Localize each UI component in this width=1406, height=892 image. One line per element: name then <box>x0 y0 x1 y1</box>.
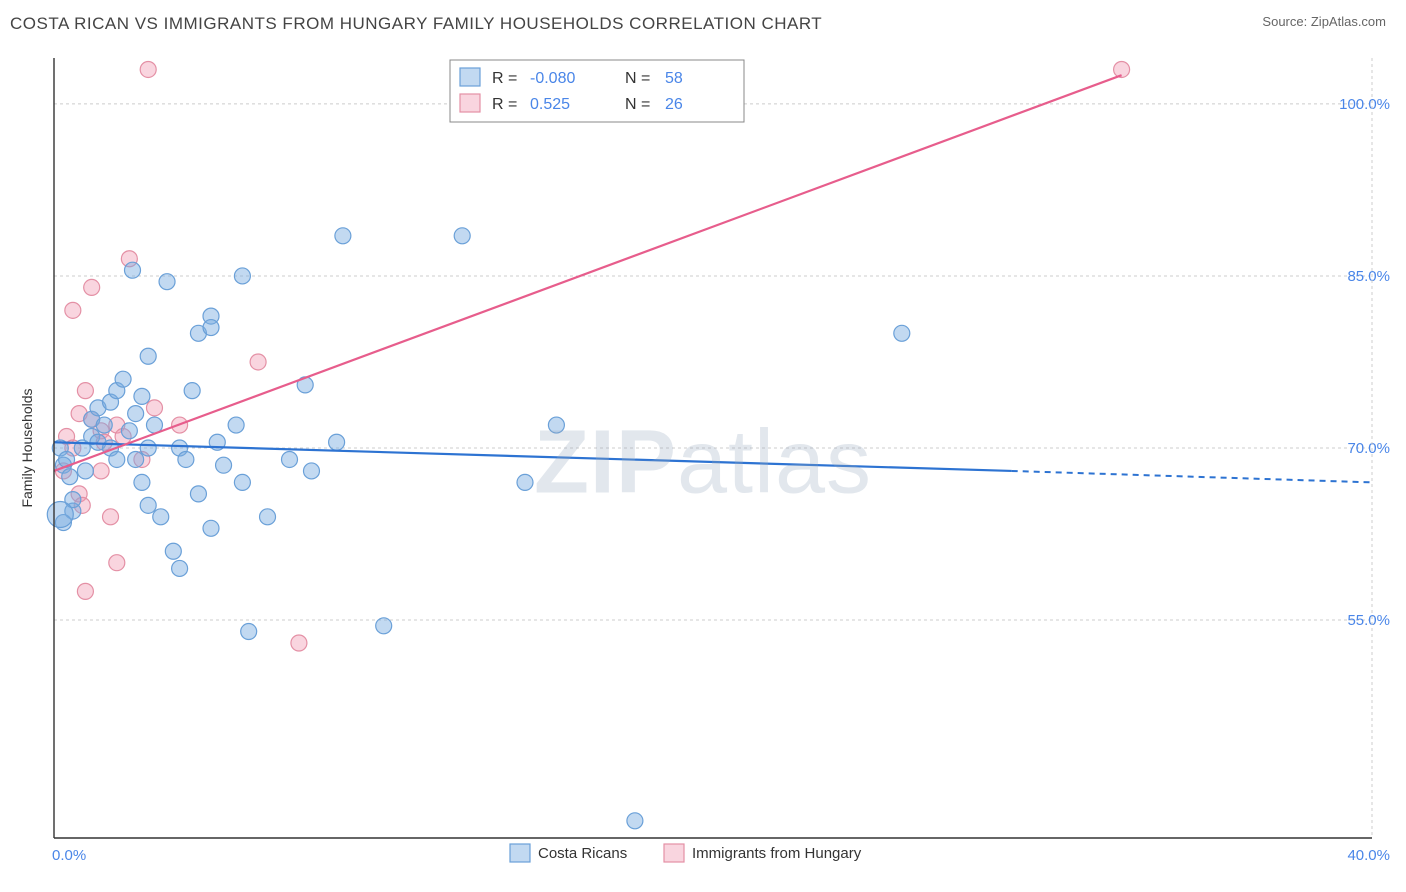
legend-n-value: 26 <box>665 96 683 113</box>
data-point <box>234 474 250 490</box>
data-point <box>184 383 200 399</box>
data-point <box>109 555 125 571</box>
data-point <box>140 497 156 513</box>
y-tick-label: 70.0% <box>1347 440 1390 457</box>
data-point <box>140 440 156 456</box>
x-tick-label: 40.0% <box>1347 847 1390 864</box>
data-point <box>96 417 112 433</box>
data-point <box>159 274 175 290</box>
legend-label: Costa Ricans <box>538 845 627 862</box>
data-point <box>65 302 81 318</box>
data-point <box>172 560 188 576</box>
legend-swatch <box>510 844 530 862</box>
data-point <box>146 400 162 416</box>
trend-line-dash <box>1012 471 1373 482</box>
data-point <box>548 417 564 433</box>
legend-r-value: -0.080 <box>530 70 575 87</box>
data-point <box>303 463 319 479</box>
data-point <box>115 371 131 387</box>
y-tick-label: 100.0% <box>1339 96 1390 113</box>
data-point <box>335 228 351 244</box>
data-point <box>250 354 266 370</box>
data-point <box>329 434 345 450</box>
legend-label: Immigrants from Hungary <box>692 845 862 862</box>
data-point <box>234 268 250 284</box>
legend-n-value: 58 <box>665 70 683 87</box>
data-point <box>134 388 150 404</box>
legend-n-label: N = <box>625 96 650 113</box>
data-point <box>125 262 141 278</box>
legend-r-label: R = <box>492 70 517 87</box>
legend-n-label: N = <box>625 70 650 87</box>
data-point <box>140 348 156 364</box>
data-point <box>282 451 298 467</box>
data-point <box>216 457 232 473</box>
data-point <box>1114 61 1130 77</box>
scatter-chart: 55.0% 70.0% 85.0% 100.0% Family Households 0.… <box>10 48 1396 878</box>
data-point <box>376 618 392 634</box>
chart-container: ZIPatlas 55.0%70.0%85.0%100.0%Family Hou… <box>10 48 1396 878</box>
data-point <box>627 813 643 829</box>
data-point <box>121 423 137 439</box>
y-tick-label: 85.0% <box>1347 268 1390 285</box>
data-point <box>84 279 100 295</box>
data-point <box>77 583 93 599</box>
legend-r-value: 0.525 <box>530 96 570 113</box>
data-point <box>260 509 276 525</box>
y-tick-label: 55.0% <box>1347 612 1390 629</box>
legend-swatch <box>460 94 480 112</box>
data-point <box>47 502 73 528</box>
source-link[interactable]: ZipAtlas.com <box>1311 14 1386 29</box>
data-point <box>203 520 219 536</box>
data-point <box>241 624 257 640</box>
data-point <box>190 486 206 502</box>
data-point <box>517 474 533 490</box>
data-point <box>228 417 244 433</box>
legend-swatch <box>460 68 480 86</box>
x-tick-label: 0.0% <box>52 847 86 864</box>
data-point <box>178 451 194 467</box>
data-point <box>128 406 144 422</box>
data-point <box>109 451 125 467</box>
legend-r-label: R = <box>492 96 517 113</box>
data-point <box>128 451 144 467</box>
data-point <box>93 463 109 479</box>
data-point <box>454 228 470 244</box>
data-point <box>203 320 219 336</box>
data-point <box>77 463 93 479</box>
chart-title: COSTA RICAN VS IMMIGRANTS FROM HUNGARY F… <box>10 14 822 33</box>
data-point <box>77 383 93 399</box>
data-point <box>894 325 910 341</box>
data-point <box>103 509 119 525</box>
data-point <box>62 469 78 485</box>
data-point <box>291 635 307 651</box>
data-point <box>165 543 181 559</box>
data-point <box>134 474 150 490</box>
data-point <box>153 509 169 525</box>
y-axis-title: Family Households <box>19 388 35 507</box>
source-label: Source: ZipAtlas.com <box>1262 14 1386 29</box>
data-point <box>140 61 156 77</box>
trend-line <box>54 442 1012 471</box>
trend-line <box>54 75 1122 471</box>
legend-swatch <box>664 844 684 862</box>
